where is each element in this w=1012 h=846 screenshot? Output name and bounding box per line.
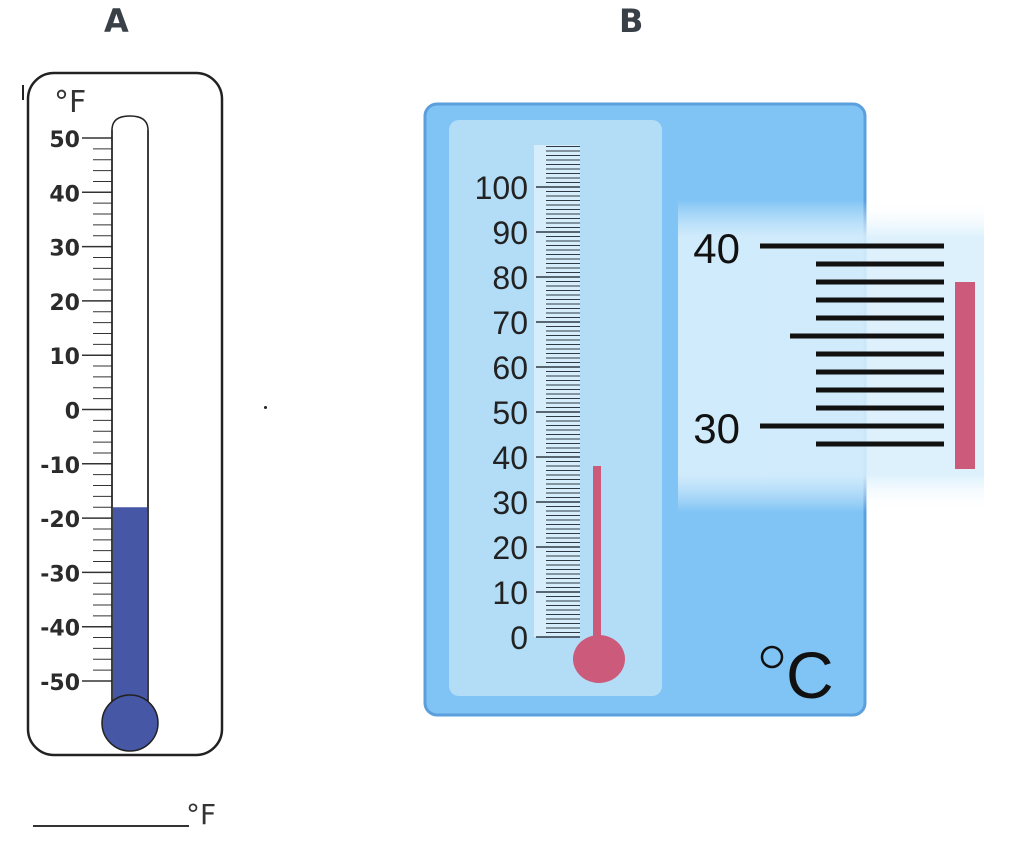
thermometer-b-tick-label: 60: [492, 350, 528, 386]
thermometer-a-unit: °F: [54, 85, 86, 120]
magnified-tick-label: 40: [693, 225, 740, 272]
thermometer-b-tick-label: 70: [492, 305, 528, 341]
thermometer-b-tick-label: 30: [492, 485, 528, 521]
thermometer-a-tick-label: -50: [40, 671, 80, 696]
thermometer-b-tick-label: 40: [492, 440, 528, 476]
thermometer-a-tick-label: 10: [49, 345, 80, 370]
celsius-letter: C: [786, 638, 834, 712]
thermometer-a-tick-label: 20: [49, 291, 80, 316]
answer-blank[interactable]: [33, 825, 189, 827]
stray-dot: [264, 406, 267, 409]
thermometer-a-tick-label: 0: [65, 400, 80, 425]
thermometer-b-bulb: [573, 635, 625, 683]
thermometer-b-tick-label: 80: [492, 260, 528, 296]
thermometer-a-bulb: [101, 694, 159, 752]
thermometer-b-tick-label: 50: [492, 395, 528, 431]
thermometer-a: °F 50 40 30 20 10 0 -10 -20 -30 -40 -50: [22, 71, 224, 757]
magnified-liquid: [955, 282, 975, 469]
thermometer-a-tick-label: 30: [49, 237, 80, 262]
thermometer-a-tick-label: -20: [40, 508, 80, 533]
thermometer-a-tick-label: -40: [40, 617, 80, 642]
thermometer-a-tick-label: -10: [40, 454, 80, 479]
thermometer-b-tick-label: 20: [492, 530, 528, 566]
thermometer-a-tick-label: 50: [49, 128, 80, 153]
thermometer-b-unit: C: [760, 638, 834, 712]
magnified-tick-label: 30: [693, 405, 740, 452]
thermometer-b-tick-label: 10: [492, 575, 528, 611]
thermometer-b-tick-label: 90: [492, 215, 528, 251]
thermometer-a-tick-label: -30: [40, 562, 80, 587]
thermometer-a-tick-label: 40: [49, 182, 80, 207]
magnified-scale: 40 30: [693, 225, 944, 452]
degree-symbol: [760, 645, 784, 669]
panel-a-label: A: [104, 2, 129, 40]
panel-b-label: B: [619, 2, 644, 40]
answer-unit: °F: [186, 798, 217, 831]
thermometer-a-scale: 50 40 30 20 10 0 -10 -20 -30 -40 -50: [40, 128, 112, 696]
thermometer-b-tick-label: 100: [475, 170, 528, 206]
thermometer-b-liquid: [593, 466, 601, 650]
thermometer-b-tick-label: 0: [510, 620, 528, 656]
thermometer-a-liquid: [113, 507, 147, 712]
